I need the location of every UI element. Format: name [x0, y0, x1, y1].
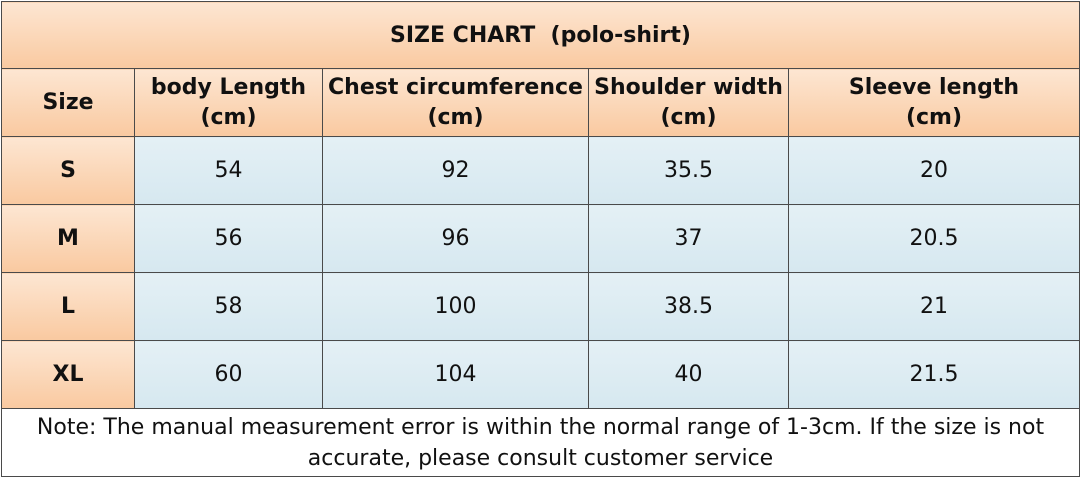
header-name: body Length — [150, 74, 307, 100]
title-row: SIZE CHART (polo-shirt) — [1, 1, 1080, 69]
size-cell: L — [1, 272, 135, 341]
value-cell: 37 — [588, 204, 789, 273]
value-cell: 38.5 — [588, 272, 789, 341]
data-row: L 58 100 38.5 21 — [1, 272, 1080, 341]
data-row: S 54 92 35.5 20 — [1, 136, 1080, 205]
value-cell: 20.5 — [788, 204, 1080, 273]
value-cell: 100 — [322, 272, 589, 341]
note: Note: The manual measurement error is wi… — [1, 408, 1080, 477]
table-body: SIZE CHART (polo-shirt) Size body Length (… — [1, 1, 1080, 477]
value-cell: 60 — [134, 340, 323, 409]
value-cell: 21 — [788, 272, 1080, 341]
value-cell: 96 — [322, 204, 589, 273]
value-cell: 58 — [134, 272, 323, 341]
header-unit: (cm) — [200, 104, 257, 130]
size-cell: S — [1, 136, 135, 205]
value-cell: 56 — [134, 204, 323, 273]
header-unit: (cm) — [660, 104, 717, 130]
header-name: Shoulder width — [594, 74, 783, 100]
size-chart: SIZE CHART (polo-shirt) Size body Length (… — [1, 1, 1080, 477]
header-cell: Sleeve length (cm) — [788, 68, 1080, 137]
value-cell: 104 — [322, 340, 589, 409]
title: SIZE CHART (polo-shirt) — [1, 1, 1080, 69]
note-row: Note: The manual measurement error is wi… — [1, 408, 1080, 477]
value-cell: 40 — [588, 340, 789, 409]
value-cell: 20 — [788, 136, 1080, 205]
header-name: Size — [42, 89, 94, 115]
size-cell: M — [1, 204, 135, 273]
header-cell: Chest circumference (cm) — [322, 68, 589, 137]
header-row: Size body Length (cm) Chest circumference (c… — [1, 68, 1080, 137]
data-row: M 56 96 37 20.5 — [1, 204, 1080, 273]
header-name: Chest circumference — [328, 74, 583, 100]
size-cell: XL — [1, 340, 135, 409]
value-cell: 54 — [134, 136, 323, 205]
value-cell: 92 — [322, 136, 589, 205]
header-unit: (cm) — [427, 104, 484, 130]
header-cell: Shoulder width (cm) — [588, 68, 789, 137]
data-row: XL 60 104 40 21.5 — [1, 340, 1080, 409]
header-unit: (cm) — [905, 104, 963, 130]
header-cell: Size — [1, 68, 135, 137]
header-name: Sleeve length — [848, 74, 1020, 100]
value-cell: 21.5 — [788, 340, 1080, 409]
header-cell: body Length (cm) — [134, 68, 323, 137]
value-cell: 35.5 — [588, 136, 789, 205]
